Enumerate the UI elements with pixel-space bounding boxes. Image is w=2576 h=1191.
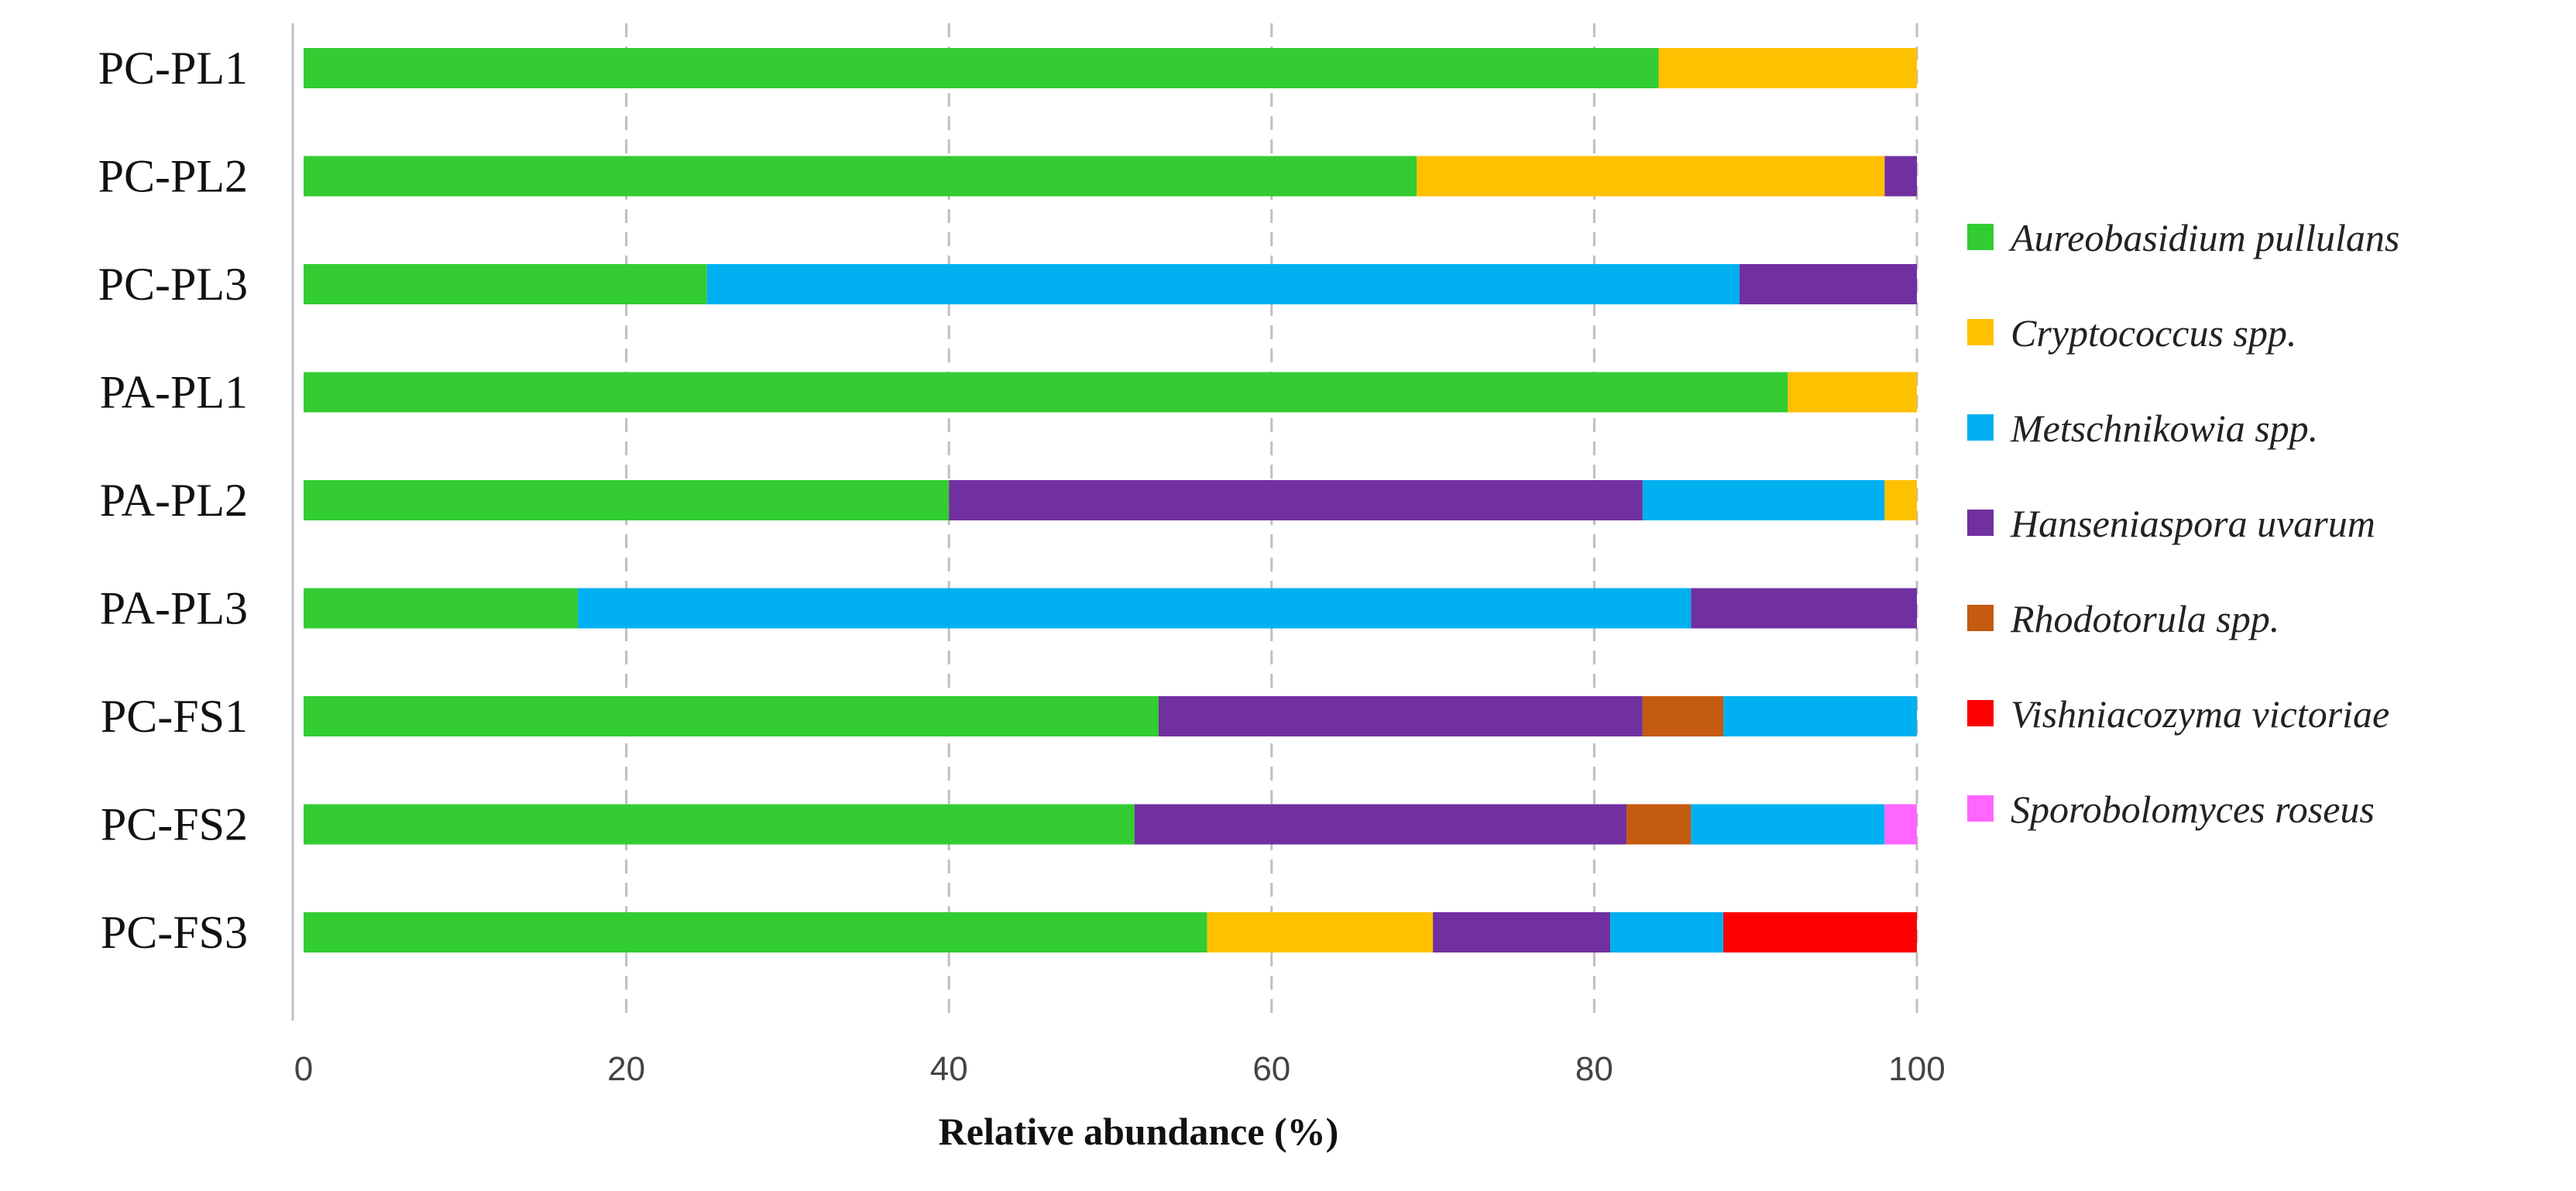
- bar-segment: [1691, 804, 1885, 845]
- bar-segment: [1158, 696, 1643, 736]
- bar-segment: [1884, 156, 1917, 197]
- category-labels: PC-PL1 PC-PL2 PC-PL3 PA-PL1 PA-PL2 PA-PL3 PC-F…: [98, 43, 248, 958]
- bar-segment: [304, 696, 1159, 736]
- legend-swatch: [1967, 224, 1994, 250]
- bar-segment: [304, 588, 579, 629]
- bar-segment: [578, 588, 1692, 629]
- bars: [304, 48, 1917, 952]
- x-tick-label: 100: [1888, 1050, 1945, 1088]
- bar-segment: [1739, 264, 1917, 304]
- bar-segment: [304, 480, 950, 520]
- legend-label: Cryptococcus spp.: [2011, 311, 2296, 355]
- legend-swatch: [1967, 605, 1994, 631]
- legend-swatch: [1967, 319, 1994, 345]
- legend-swatch: [1967, 510, 1994, 536]
- bar-segment: [304, 48, 1659, 88]
- category-label: PA-PL3: [100, 583, 248, 634]
- legend-label: Sporobolomyces roseus: [2011, 788, 2375, 831]
- legend-label: Aureobasidium pullulans: [2008, 216, 2399, 259]
- bar-segment: [1691, 588, 1917, 629]
- bar-segment: [949, 480, 1643, 520]
- bar-segment: [1884, 804, 1917, 845]
- legend-label: Hanseniaspora uvarum: [2010, 502, 2375, 545]
- category-label: PC-PL3: [98, 259, 248, 310]
- bar-segment: [706, 264, 1740, 304]
- category-label: PC-FS1: [101, 691, 248, 742]
- x-tick-label: 80: [1575, 1050, 1613, 1088]
- bar-segment: [304, 372, 1788, 413]
- bar-segment: [1417, 156, 1885, 197]
- x-tick-label: 40: [930, 1050, 968, 1088]
- x-tick-label: 60: [1252, 1050, 1290, 1088]
- category-label: PA-PL2: [100, 475, 248, 526]
- category-label: PA-PL1: [100, 367, 248, 418]
- bar-segment: [304, 804, 1135, 845]
- category-label: PC-FS2: [101, 799, 248, 850]
- bar-segment: [1884, 480, 1917, 520]
- category-label: PC-FS3: [101, 907, 248, 958]
- bar-segment: [304, 912, 1207, 952]
- legend-swatch: [1967, 414, 1994, 441]
- bar-segment: [1642, 480, 1885, 520]
- bar-segment: [1134, 804, 1627, 845]
- bar-segment: [304, 156, 1417, 197]
- x-axis-title: Relative abundance (%): [939, 1110, 1339, 1153]
- bar-segment: [1642, 696, 1724, 736]
- legend-label: Rhodotorula spp.: [2010, 597, 2279, 640]
- bar-segment: [1207, 912, 1434, 952]
- bar-segment: [1788, 372, 1917, 413]
- category-label: PC-PL1: [98, 43, 248, 94]
- bar-segment: [1610, 912, 1724, 952]
- legend-label: Metschnikowia spp.: [2010, 407, 2318, 450]
- legend-swatch: [1967, 700, 1994, 726]
- bar-segment: [1723, 912, 1917, 952]
- bar-segment: [1723, 696, 1917, 736]
- x-tick-labels: 0 20 40 60 80 100: [294, 1050, 1946, 1088]
- legend-label: Vishniacozyma victoriae: [2011, 692, 2389, 736]
- legend-swatch: [1967, 795, 1994, 822]
- legend: Aureobasidium pullulans Cryptococcus spp.…: [1967, 216, 2399, 831]
- bar-segment: [1433, 912, 1611, 952]
- x-tick-label: 20: [607, 1050, 645, 1088]
- bar-segment: [304, 264, 707, 304]
- category-label: PC-PL2: [98, 151, 248, 202]
- bar-segment: [1658, 48, 1917, 88]
- x-tick-label: 0: [294, 1050, 313, 1088]
- bar-segment: [1626, 804, 1692, 845]
